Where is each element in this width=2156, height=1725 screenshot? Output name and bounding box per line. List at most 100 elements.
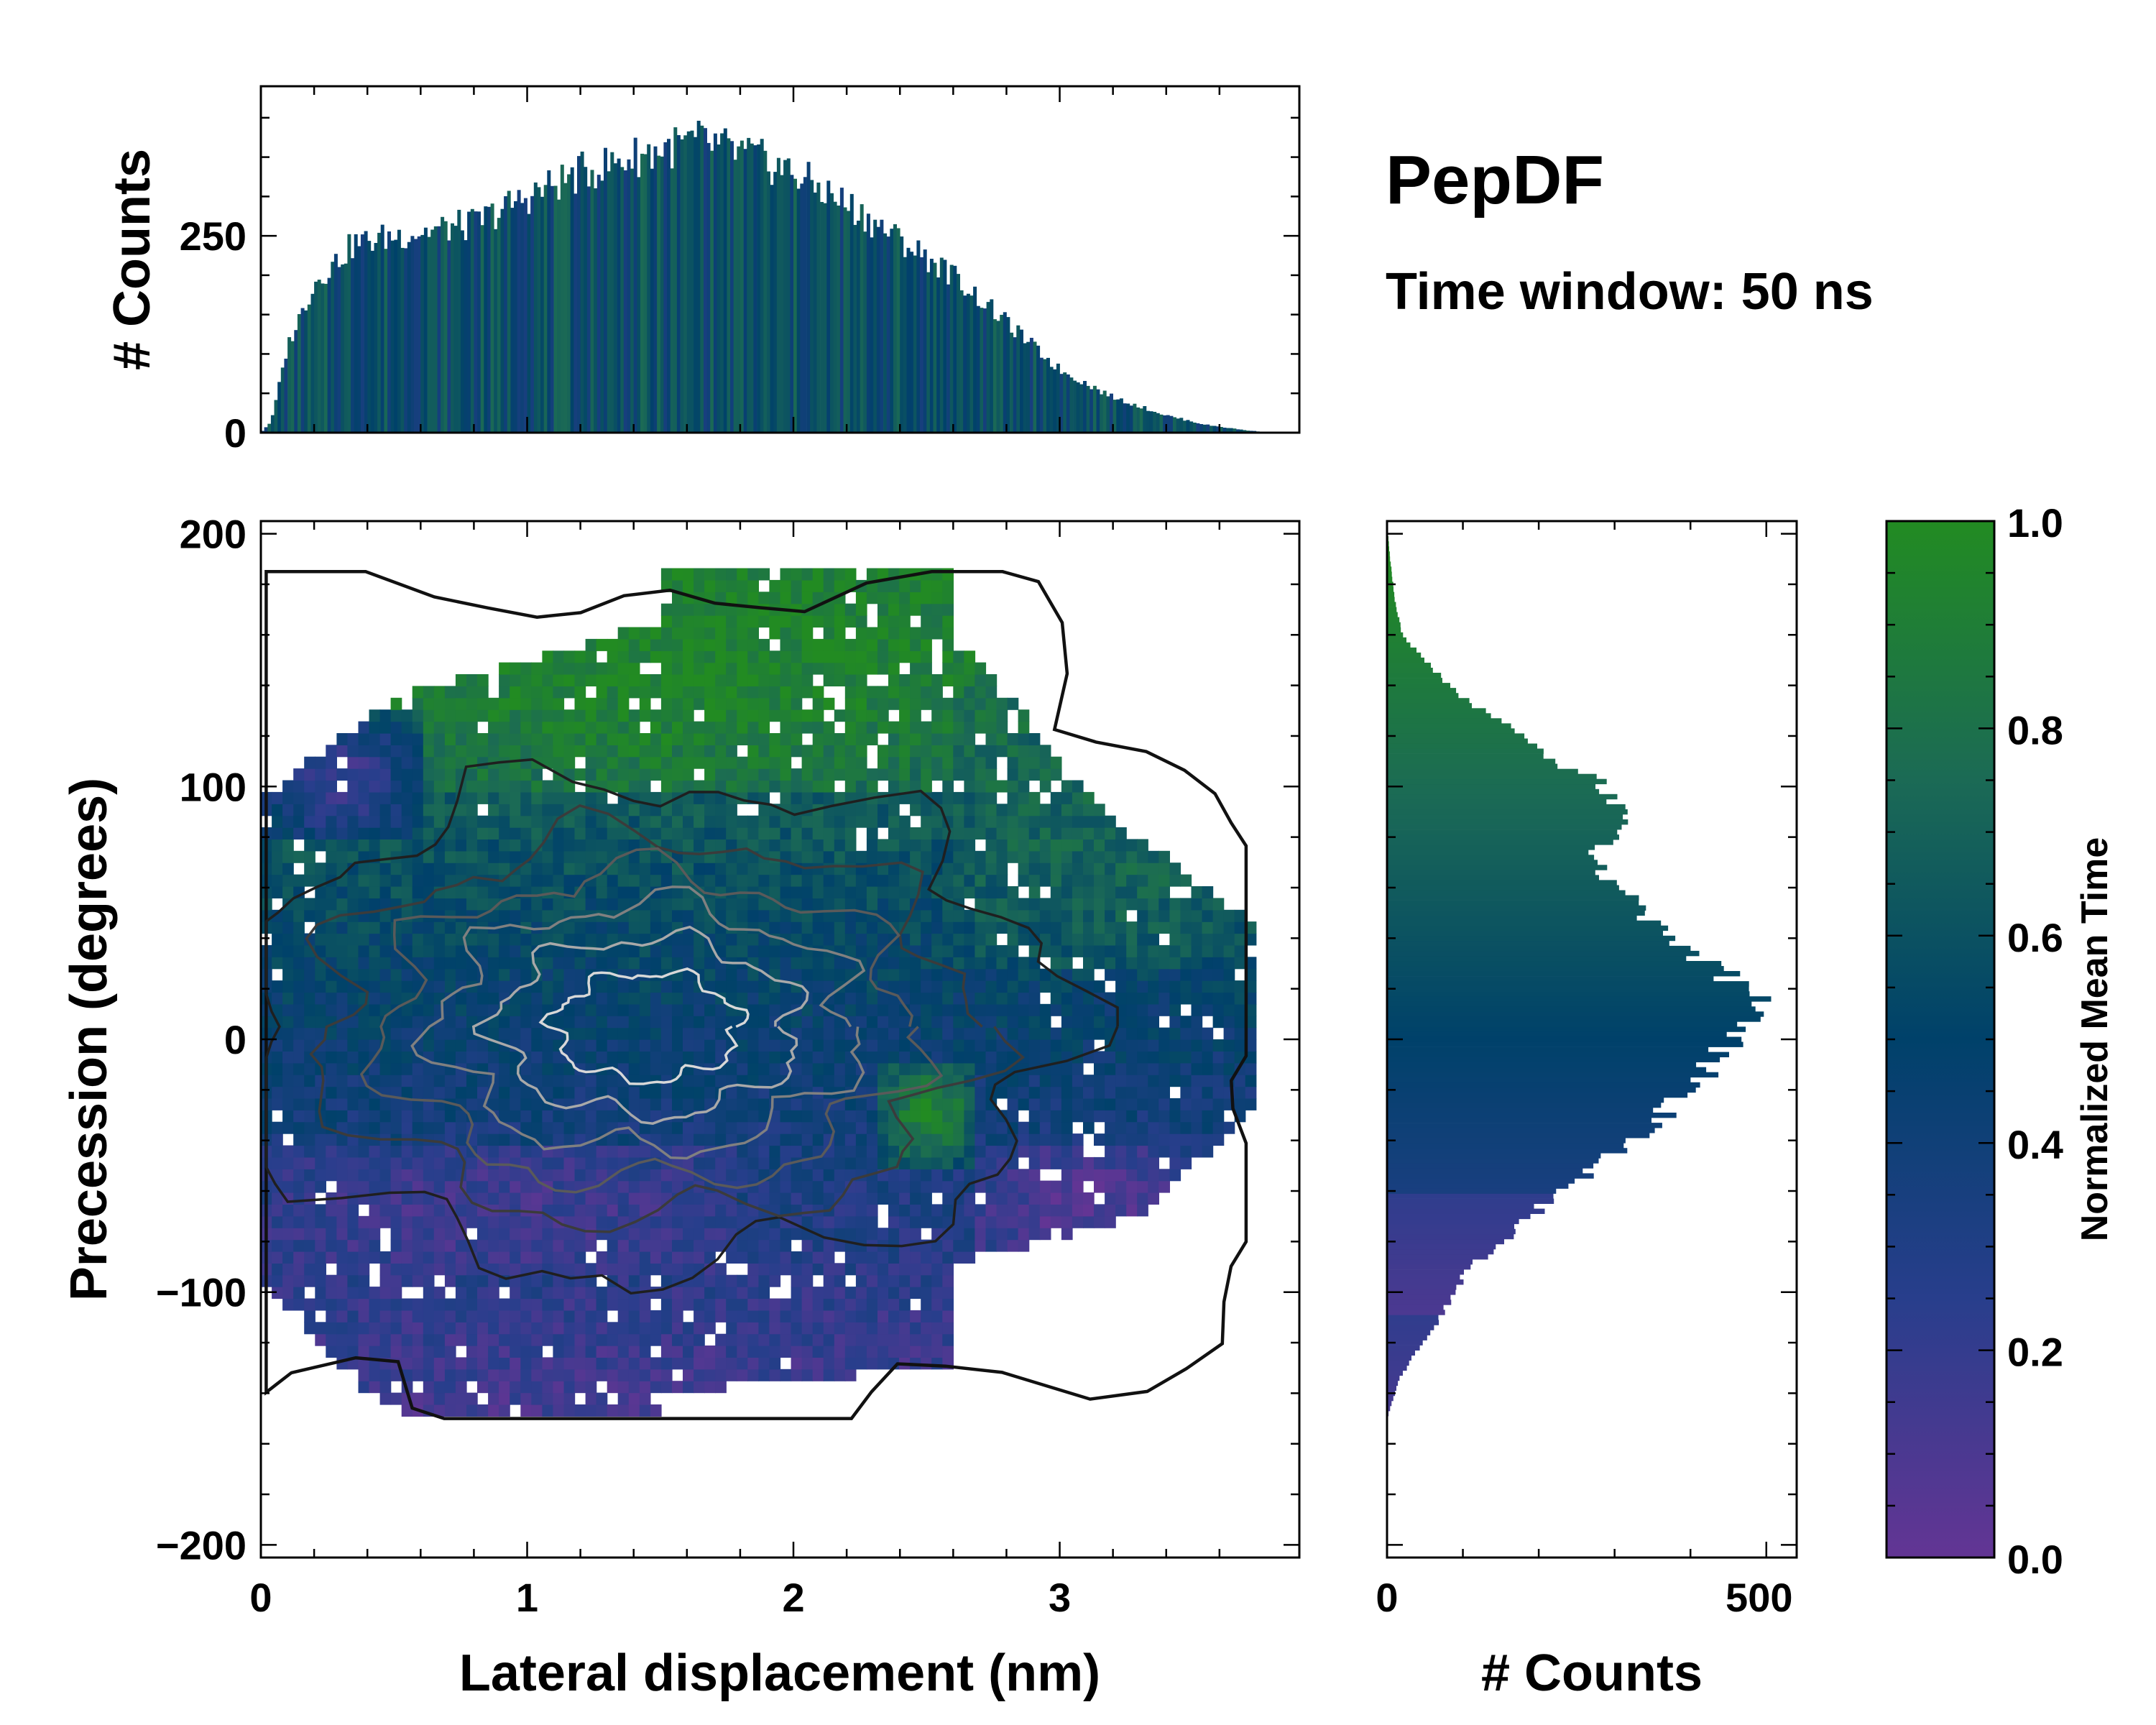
heatmap-cell bbox=[369, 1239, 381, 1252]
heatmap-cell bbox=[639, 1239, 651, 1252]
heatmap-cell bbox=[975, 804, 987, 816]
heatmap-cell bbox=[1039, 1075, 1051, 1087]
heatmap-cell bbox=[379, 1346, 392, 1358]
heatmap-cell bbox=[628, 957, 640, 970]
heatmap-cell bbox=[899, 1133, 911, 1146]
heatmap-cell bbox=[282, 874, 294, 887]
top-histogram-bar bbox=[939, 257, 944, 433]
heatmap-cell bbox=[531, 1404, 543, 1417]
heatmap-cell bbox=[888, 1310, 900, 1322]
heatmap-cell bbox=[1072, 1016, 1084, 1029]
heatmap-cell bbox=[942, 1204, 954, 1217]
heatmap-cell bbox=[499, 662, 510, 675]
top-histogram-bar bbox=[590, 170, 594, 433]
heatmap-cell bbox=[704, 815, 716, 828]
heatmap-cell bbox=[542, 1086, 554, 1099]
top-histogram-bar bbox=[394, 239, 398, 433]
heatmap-cell bbox=[455, 1086, 467, 1099]
heatmap-cell bbox=[315, 1027, 326, 1040]
heatmap-cell bbox=[542, 1075, 554, 1087]
heatmap-cell bbox=[834, 603, 846, 616]
heatmap-cell bbox=[660, 1263, 673, 1276]
heatmap-cell bbox=[1018, 1228, 1030, 1241]
heatmap-cell bbox=[390, 1180, 402, 1193]
top-histogram-bar bbox=[1039, 357, 1044, 433]
heatmap-cell bbox=[455, 1051, 467, 1064]
heatmap-cell bbox=[1061, 1039, 1073, 1052]
heatmap-cell bbox=[499, 1368, 510, 1381]
heatmap-cell bbox=[910, 1228, 921, 1241]
heatmap-cell bbox=[769, 1051, 781, 1064]
heatmap-cell bbox=[844, 1075, 857, 1087]
heatmap-cell bbox=[510, 768, 521, 781]
heatmap-cell bbox=[823, 898, 835, 911]
heatmap-cell bbox=[379, 992, 392, 1005]
heatmap-cell bbox=[520, 944, 532, 957]
top-histogram-bar bbox=[630, 168, 635, 433]
heatmap-cell bbox=[401, 1310, 413, 1322]
heatmap-cell bbox=[444, 1381, 456, 1394]
heatmap-cell bbox=[1039, 862, 1051, 875]
heatmap-cell bbox=[747, 1287, 759, 1300]
heatmap-cell bbox=[510, 839, 521, 852]
heatmap-cell bbox=[488, 1322, 499, 1335]
heatmap-cell bbox=[455, 1368, 467, 1381]
heatmap-cell bbox=[574, 1075, 586, 1087]
heatmap-cell bbox=[358, 1239, 370, 1252]
heatmap-cell bbox=[412, 1392, 424, 1405]
top-histogram-bar bbox=[443, 221, 448, 433]
heatmap-cell bbox=[953, 944, 964, 957]
heatmap-cell bbox=[910, 674, 921, 686]
heatmap-cell bbox=[747, 1169, 759, 1182]
heatmap-cell bbox=[769, 1298, 781, 1311]
heatmap-cell bbox=[844, 1062, 857, 1075]
heatmap-cell bbox=[358, 1263, 370, 1276]
heatmap-cell bbox=[877, 1333, 889, 1346]
heatmap-cell bbox=[639, 780, 651, 793]
heatmap-cell bbox=[596, 1016, 608, 1029]
heatmap-cell bbox=[499, 957, 510, 970]
heatmap-cell bbox=[542, 1333, 554, 1346]
heatmap-cell bbox=[834, 1204, 846, 1217]
heatmap-cell bbox=[855, 1333, 867, 1346]
heatmap-cell bbox=[801, 957, 814, 970]
heatmap-cell bbox=[866, 1051, 878, 1064]
heatmap-cell bbox=[1115, 1098, 1127, 1110]
heatmap-cell bbox=[639, 921, 651, 934]
heatmap-cell bbox=[650, 1322, 662, 1335]
heatmap-cell bbox=[455, 992, 467, 1005]
heatmap-cell bbox=[379, 921, 392, 934]
heatmap-cell bbox=[791, 1133, 803, 1146]
heatmap-cell bbox=[1028, 1039, 1041, 1052]
heatmap-cell bbox=[683, 1039, 694, 1052]
heatmap-cell bbox=[866, 1192, 878, 1205]
heatmap-cell bbox=[574, 1287, 586, 1300]
heatmap-cell bbox=[660, 686, 673, 699]
top-histogram-bar bbox=[843, 207, 847, 433]
heatmap-cell bbox=[563, 1110, 576, 1123]
heatmap-cell bbox=[660, 627, 673, 640]
heatmap-cell bbox=[510, 1228, 521, 1241]
heatmap-cell bbox=[964, 1121, 976, 1134]
heatmap-cell bbox=[737, 1062, 748, 1075]
heatmap-cell bbox=[672, 1287, 683, 1300]
heatmap-cell bbox=[769, 886, 781, 898]
heatmap-cell bbox=[672, 1346, 683, 1358]
heatmap-cell bbox=[812, 1215, 824, 1228]
heatmap-cell bbox=[953, 909, 964, 922]
heatmap-cell bbox=[726, 1062, 737, 1075]
heatmap-cell bbox=[433, 804, 446, 816]
heatmap-cell bbox=[877, 615, 889, 628]
heatmap-cell bbox=[737, 850, 748, 863]
heatmap-cell bbox=[563, 1016, 576, 1029]
heatmap-cell bbox=[531, 921, 543, 934]
heatmap-cell bbox=[423, 827, 435, 840]
top-histogram-bar bbox=[1123, 403, 1127, 433]
heatmap-cell bbox=[855, 1204, 867, 1217]
heatmap-cell bbox=[683, 827, 694, 840]
heatmap-cell bbox=[315, 1298, 326, 1311]
heatmap-cell bbox=[520, 1404, 532, 1417]
heatmap-cell bbox=[823, 1075, 835, 1087]
top-histogram-bar bbox=[594, 188, 598, 433]
heatmap-cell bbox=[855, 1003, 867, 1016]
